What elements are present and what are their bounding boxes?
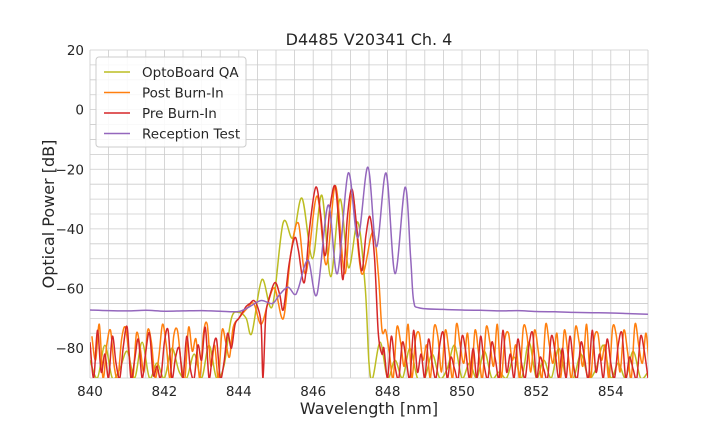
series-line-pre-burn-in bbox=[90, 184, 648, 378]
x-ticks: 840 842 844 846 848 850 852 854 bbox=[77, 384, 624, 400]
y-ticks: 20 0 −20 −40 −60 −80 bbox=[56, 43, 85, 357]
series-lines bbox=[90, 166, 648, 378]
x-tick-label: 842 bbox=[152, 384, 178, 400]
x-axis-label: Wavelength [nm] bbox=[300, 399, 438, 418]
legend: OptoBoard QA Post Burn-In Pre Burn-In Recep… bbox=[95, 56, 247, 148]
y-tick-label: 0 bbox=[75, 103, 84, 119]
y-tick-label: −40 bbox=[56, 222, 85, 238]
x-tick-label: 846 bbox=[300, 384, 326, 400]
y-tick-label: −60 bbox=[56, 282, 85, 298]
legend-label: OptoBoard QA bbox=[142, 65, 239, 81]
legend-label: Post Burn-In bbox=[142, 86, 224, 102]
x-tick-label: 848 bbox=[375, 384, 401, 400]
x-tick-label: 852 bbox=[524, 384, 550, 400]
series-line-post-burn-in bbox=[91, 184, 648, 378]
y-tick-label: −20 bbox=[56, 162, 85, 178]
series-line-reception-test bbox=[90, 166, 648, 315]
x-tick-label: 854 bbox=[598, 384, 624, 400]
x-tick-label: 850 bbox=[449, 384, 475, 400]
legend-label: Reception Test bbox=[142, 127, 240, 143]
x-tick-label: 844 bbox=[226, 384, 252, 400]
legend-label: Pre Burn-In bbox=[142, 106, 217, 122]
y-axis-label: Optical Power [dB] bbox=[39, 140, 58, 289]
y-tick-label: −80 bbox=[56, 341, 85, 357]
x-tick-label: 840 bbox=[77, 384, 103, 400]
y-tick-label: 20 bbox=[67, 43, 84, 59]
chart-title: D4485 V20341 Ch. 4 bbox=[286, 30, 453, 49]
